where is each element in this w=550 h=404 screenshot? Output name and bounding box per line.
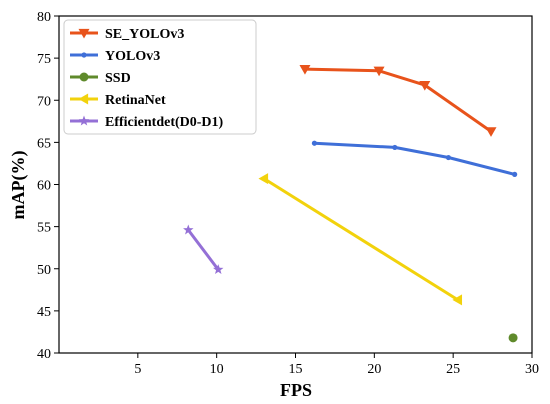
x-tick-label: 10: [210, 362, 224, 377]
legend-entry: RetinaNet: [70, 93, 166, 108]
y-tick-label: 45: [37, 305, 51, 320]
x-tick-label: 5: [134, 362, 141, 377]
data-point: [299, 64, 311, 75]
series-4: [183, 224, 224, 275]
y-axis: 40 45 50 55 60 65 70 75 80: [37, 10, 59, 362]
data-point: [452, 294, 463, 306]
series-3: [258, 173, 463, 306]
series-2: [508, 333, 518, 343]
x-tick-label: 25: [446, 362, 460, 377]
data-point: [392, 144, 398, 151]
data-point: [445, 154, 452, 161]
data-point: [485, 127, 497, 137]
legend-entry: SSD: [70, 71, 131, 86]
series-0: [299, 64, 497, 137]
x-tick-label: 30: [525, 362, 539, 377]
y-tick-label: 55: [37, 221, 51, 236]
series-layer: [183, 64, 518, 343]
legend-label: SSD: [105, 71, 131, 86]
legend-swatch-marker: [78, 28, 90, 39]
data-point: [258, 173, 269, 185]
y-tick-label: 60: [37, 179, 51, 194]
legend-swatch-marker: [79, 72, 89, 82]
series-line: [303, 67, 493, 133]
data-point: [419, 80, 431, 91]
x-tick-label: 15: [289, 362, 303, 377]
y-axis-title: mAP(%): [8, 151, 29, 220]
legend-entry: SE_YOLOv3: [70, 27, 184, 42]
y-tick-label: 70: [37, 94, 51, 109]
data-point: [311, 140, 318, 146]
series-line: [186, 228, 220, 272]
series-1: [311, 140, 518, 177]
y-tick-label: 80: [37, 10, 51, 25]
series-line: [312, 141, 517, 176]
x-tick-label: 20: [367, 362, 381, 377]
legend-box: [63, 19, 257, 135]
legend-label: Efficientdet(D0-D1): [105, 115, 224, 130]
legend-label: RetinaNet: [105, 93, 166, 108]
data-point: [373, 66, 385, 77]
y-tick-label: 40: [37, 347, 51, 362]
data-point: [508, 333, 518, 343]
data-point: [512, 171, 518, 177]
x-axis-title: FPS: [280, 380, 312, 400]
legend: SE_YOLOv3 YOLOv3 SSD RetinaNet Efficientdet(…: [63, 19, 257, 135]
legend-swatch-marker: [78, 115, 90, 126]
legend-entry: YOLOv3: [70, 49, 160, 64]
y-tick-label: 75: [37, 52, 51, 67]
data-point: [183, 224, 194, 235]
x-axis: 5 10 15 20 25 30: [134, 353, 539, 377]
y-tick-label: 50: [37, 263, 51, 278]
series-line: [262, 177, 460, 302]
legend-label: YOLOv3: [105, 49, 160, 64]
legend-swatch-marker: [81, 52, 87, 58]
y-tick-label: 65: [37, 136, 51, 151]
legend-entry: Efficientdet(D0-D1): [70, 115, 224, 130]
legend-swatch-marker: [78, 93, 89, 105]
legend-label: SE_YOLOv3: [105, 27, 184, 42]
data-point: [213, 264, 224, 275]
